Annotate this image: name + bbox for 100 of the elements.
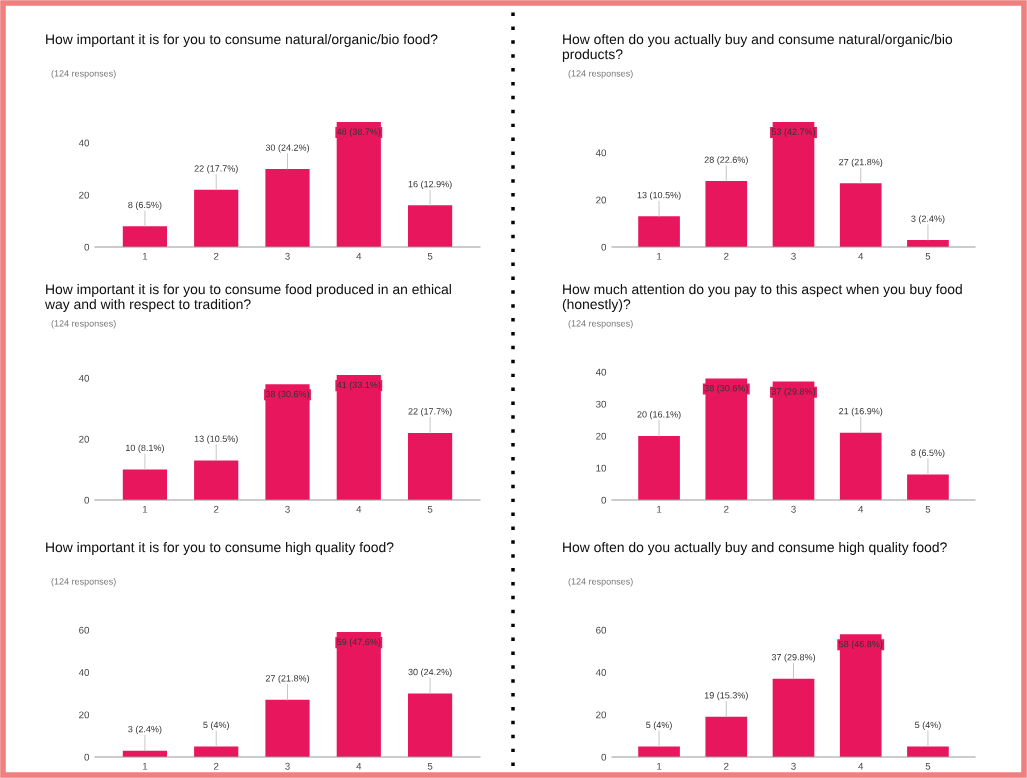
bar (907, 746, 949, 757)
data-label: 28 (22.6%) (704, 156, 748, 165)
bar (839, 183, 882, 247)
data-label: 27 (21.8%) (265, 674, 310, 684)
chart-title: How important it is for you to consume natural/organic/bio food? (46, 34, 438, 47)
bar (839, 634, 882, 757)
data-label: 5 (4%) (646, 721, 672, 730)
y-tick-label: 0 (601, 753, 607, 761)
bar (638, 436, 680, 500)
x-tick-label: 2 (213, 252, 219, 260)
y-tick-label: 20 (79, 435, 90, 443)
bar (705, 378, 748, 500)
x-tick-label: 2 (724, 252, 729, 260)
data-label: 53 (42.7%) (771, 128, 816, 137)
y-tick-label: 10 (596, 464, 607, 472)
bar (705, 180, 748, 247)
x-tick-label: 5 (427, 505, 433, 513)
chart-title: How important it is for you to consume food produced in an ethical way and with respect to tradition? (44, 284, 451, 312)
bar (907, 474, 949, 500)
y-tick-label: 40 (595, 669, 607, 676)
data-label: 37 (29.8%) (771, 653, 816, 663)
bar (638, 746, 680, 757)
y-tick-label: 60 (79, 626, 90, 634)
x-tick-label: 3 (285, 762, 290, 770)
data-label: 22 (17.7%) (408, 407, 452, 417)
y-tick-label: 20 (79, 711, 90, 719)
x-tick-label: 2 (724, 762, 729, 770)
chart-title: How much attention do you pay to this aspect when you buy food (honestly)? (562, 284, 962, 312)
data-label: 30 (24.2%) (408, 668, 452, 677)
data-label: 30 (24.2%) (265, 144, 310, 153)
y-tick-label: 20 (596, 711, 607, 719)
y-tick-label: 40 (78, 669, 90, 676)
bar (194, 746, 239, 757)
x-tick-label: 2 (213, 762, 219, 770)
x-tick-label: 5 (427, 762, 433, 770)
x-tick-label: 2 (213, 505, 219, 513)
bar (336, 375, 381, 500)
x-tick-label: 1 (657, 505, 662, 513)
data-label: 16 (12.9%) (408, 180, 452, 190)
x-tick-label: 5 (925, 252, 931, 260)
x-tick-label: 3 (791, 762, 796, 770)
x-tick-label: 3 (285, 252, 290, 260)
data-label: 38 (30.6%) (704, 384, 748, 394)
chart-title: How often do you actually buy and consume high quality food? (563, 542, 947, 555)
bar (407, 432, 453, 500)
y-tick-label: 40 (595, 149, 607, 157)
x-tick-label: 4 (356, 762, 362, 770)
x-tick-label: 5 (925, 762, 931, 770)
x-tick-label: 3 (791, 505, 796, 513)
x-tick-label: 1 (657, 762, 662, 770)
bar (194, 189, 239, 247)
x-tick-label: 4 (356, 252, 362, 260)
data-label: 20 (16.1%) (637, 410, 681, 420)
bar (122, 226, 168, 247)
chart-title: How important it is for you to consume high quality food? (46, 542, 394, 555)
chart-title: How often do you actually buy and consume natural/organic/bio products? (562, 34, 953, 62)
x-tick-label: 4 (356, 505, 362, 513)
bar (265, 168, 310, 247)
bar (265, 699, 310, 757)
y-tick-label: 0 (601, 243, 607, 251)
data-label: 27 (21.8%) (839, 158, 883, 168)
bar (839, 432, 882, 500)
data-label: 22 (17.7%) (194, 165, 238, 174)
data-label: 37 (29.8%) (771, 388, 816, 397)
y-tick-label: 30 (596, 400, 607, 408)
y-tick-label: 20 (596, 196, 607, 204)
y-tick-label: 40 (78, 374, 90, 382)
y-tick-label: 0 (601, 496, 607, 504)
data-label: 38 (30.6%) (265, 390, 310, 399)
x-tick-label: 4 (858, 505, 864, 513)
x-tick-label: 4 (858, 252, 864, 260)
y-tick-label: 40 (78, 139, 90, 147)
bar (705, 716, 748, 757)
chart-subtitle: (124 responses) (568, 320, 633, 329)
bar (407, 693, 453, 757)
data-label: 8 (6.5%) (128, 201, 162, 210)
chart-subtitle: (124 responses) (568, 70, 633, 79)
data-label: 48 (38.7%) (336, 128, 381, 137)
x-tick-label: 1 (142, 762, 148, 770)
data-label: 19 (15.3%) (704, 691, 748, 701)
bar (122, 469, 168, 500)
x-tick-label: 3 (791, 252, 796, 260)
chart-subtitle: (124 responses) (51, 320, 116, 329)
data-label: 5 (4%) (203, 721, 229, 730)
x-tick-label: 1 (142, 505, 148, 513)
chart-subtitle: (124 responses) (51, 578, 116, 587)
x-tick-label: 1 (142, 252, 148, 260)
x-tick-label: 5 (427, 252, 433, 260)
data-label: 21 (16.9%) (839, 407, 883, 417)
data-label: 58 (46.8%) (839, 640, 883, 649)
x-tick-label: 4 (858, 762, 864, 770)
bar (336, 122, 381, 247)
data-label: 10 (8.1%) (126, 444, 164, 453)
data-label: 3 (2.4%) (128, 725, 162, 735)
data-label: 3 (2.4%) (911, 215, 945, 224)
data-label: 13 (10.5%) (637, 191, 681, 201)
bar (638, 216, 680, 247)
bar (407, 205, 453, 247)
x-tick-label: 3 (285, 505, 290, 513)
chart-subtitle: (124 responses) (51, 70, 116, 79)
